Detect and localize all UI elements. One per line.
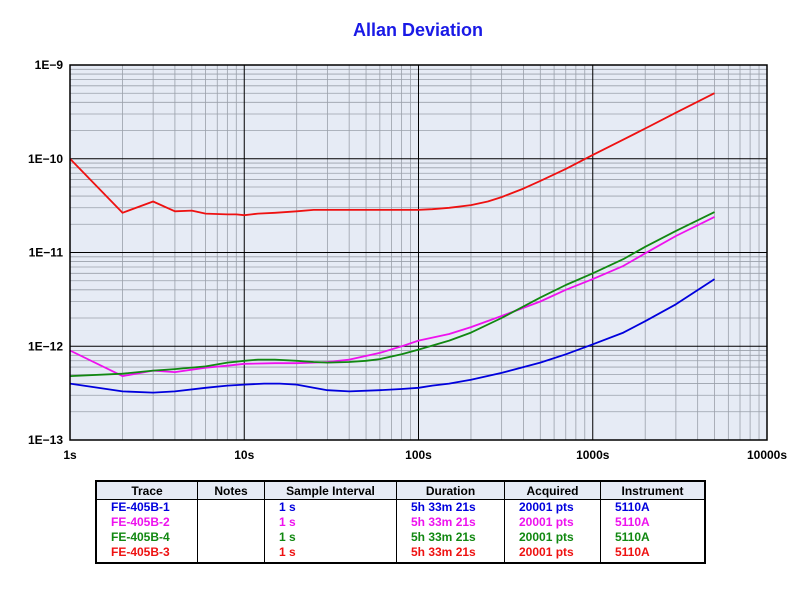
header-duration: Duration bbox=[396, 480, 505, 500]
legend-cell-notes bbox=[197, 529, 265, 545]
series-line-fe-405b-3 bbox=[69, 92, 715, 217]
legend-row: FE-405B-4 1 s 5h 33m 21s 20001 pts 5110A bbox=[95, 529, 706, 545]
header-notes: Notes bbox=[197, 480, 265, 500]
legend-cell-notes bbox=[197, 544, 265, 563]
header-acquired: Acquired bbox=[504, 480, 601, 500]
series-line-fe-405b-2 bbox=[69, 216, 715, 378]
x-tick-label: 1000s bbox=[576, 448, 610, 462]
series-line-fe-405b-4 bbox=[69, 211, 715, 377]
x-tick-label: 1s bbox=[63, 448, 77, 462]
legend-cell-sample-interval: 1 s bbox=[264, 529, 397, 545]
chart-title: Allan Deviation bbox=[353, 20, 483, 40]
legend-cell-duration: 5h 33m 21s bbox=[396, 544, 505, 563]
x-tick-label: 100s bbox=[405, 448, 432, 462]
series-layer bbox=[69, 92, 715, 394]
header-sample-interval: Sample Interval bbox=[264, 480, 397, 500]
plot-border bbox=[69, 64, 768, 441]
legend-cell-sample-interval: 1 s bbox=[264, 499, 397, 515]
legend-cell-trace: FE-405B-2 bbox=[95, 514, 198, 530]
legend-cell-acquired: 20001 pts bbox=[504, 499, 601, 515]
y-tick-label: 1E−12 bbox=[28, 339, 63, 353]
legend-cell-duration: 5h 33m 21s bbox=[396, 514, 505, 530]
y-tick-label: 1E−10 bbox=[28, 152, 63, 166]
legend-cell-trace: FE-405B-4 bbox=[95, 529, 198, 545]
legend-row: FE-405B-1 1 s 5h 33m 21s 20001 pts 5110A bbox=[95, 499, 706, 515]
series-line-fe-405b-1 bbox=[69, 278, 715, 394]
legend-cell-instrument: 5110A bbox=[600, 544, 706, 563]
x-tick-label: 10s bbox=[234, 448, 254, 462]
legend-header-row: Trace Notes Sample Interval Duration Acq… bbox=[95, 480, 706, 500]
legend-cell-acquired: 20001 pts bbox=[504, 514, 601, 530]
legend-cell-sample-interval: 1 s bbox=[264, 544, 397, 563]
legend-row: FE-405B-3 1 s 5h 33m 21s 20001 pts 5110A bbox=[95, 544, 706, 563]
header-trace: Trace bbox=[95, 480, 198, 500]
legend-cell-trace: FE-405B-3 bbox=[95, 544, 198, 563]
legend-cell-instrument: 5110A bbox=[600, 514, 706, 530]
legend-cell-duration: 5h 33m 21s bbox=[396, 529, 505, 545]
legend-cell-acquired: 20001 pts bbox=[504, 544, 601, 563]
legend-cell-trace: FE-405B-1 bbox=[95, 499, 198, 515]
legend-cell-instrument: 5110A bbox=[600, 499, 706, 515]
legend-row: FE-405B-2 1 s 5h 33m 21s 20001 pts 5110A bbox=[95, 514, 706, 530]
grid bbox=[70, 65, 767, 440]
header-instrument: Instrument bbox=[600, 480, 706, 500]
y-tick-label: 1E−11 bbox=[29, 246, 64, 260]
legend-cell-notes bbox=[197, 514, 265, 530]
legend-cell-sample-interval: 1 s bbox=[264, 514, 397, 530]
x-axis-ticks: 1s 10s 100s 1000s 10000s bbox=[63, 448, 787, 462]
allan-deviation-chart: Allan Deviation 1s 10s 100s 1000s 10000s 1E−… bbox=[28, 20, 787, 462]
y-tick-label: 1E−9 bbox=[35, 58, 64, 72]
legend-cell-acquired: 20001 pts bbox=[504, 529, 601, 545]
y-axis-ticks: 1E−9 1E−10 1E−11 1E−12 1E−13 bbox=[28, 58, 63, 447]
legend-cell-notes bbox=[197, 499, 265, 515]
legend-cell-duration: 5h 33m 21s bbox=[396, 499, 505, 515]
y-tick-label: 1E−13 bbox=[28, 433, 63, 447]
x-tick-label: 10000s bbox=[747, 448, 787, 462]
trace-legend-table: Trace Notes Sample Interval Duration Acq… bbox=[95, 480, 706, 564]
legend-cell-instrument: 5110A bbox=[600, 529, 706, 545]
